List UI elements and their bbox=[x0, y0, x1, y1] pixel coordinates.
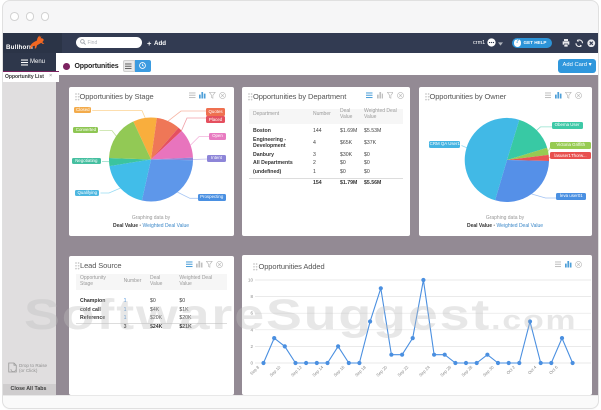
svg-text:0: 0 bbox=[250, 361, 253, 366]
svg-text:Sep 30: Sep 30 bbox=[482, 364, 495, 377]
svg-text:Sep 10: Sep 10 bbox=[269, 364, 282, 377]
svg-text:Sep 24: Sep 24 bbox=[418, 364, 431, 377]
svg-text:Sep 16: Sep 16 bbox=[333, 364, 346, 377]
svg-text:8: 8 bbox=[250, 294, 253, 299]
svg-text:Sep 14: Sep 14 bbox=[311, 364, 324, 377]
svg-text:Sep 18: Sep 18 bbox=[354, 364, 367, 377]
svg-text:Sep 26: Sep 26 bbox=[439, 364, 452, 377]
svg-text:Sep 22: Sep 22 bbox=[396, 364, 409, 377]
svg-text:Oct 2: Oct 2 bbox=[505, 364, 516, 375]
svg-text:2: 2 bbox=[250, 344, 253, 349]
svg-text:6: 6 bbox=[250, 311, 253, 316]
svg-text:4: 4 bbox=[250, 327, 253, 332]
svg-text:10: 10 bbox=[248, 278, 254, 283]
svg-text:Sep 20: Sep 20 bbox=[375, 364, 388, 377]
svg-text:Sep 8: Sep 8 bbox=[249, 364, 261, 376]
svg-text:Oct 6: Oct 6 bbox=[548, 364, 559, 375]
svg-text:Sep 12: Sep 12 bbox=[290, 364, 303, 377]
svg-text:Sep 28: Sep 28 bbox=[460, 364, 473, 377]
svg-text:Oct 4: Oct 4 bbox=[527, 364, 538, 375]
